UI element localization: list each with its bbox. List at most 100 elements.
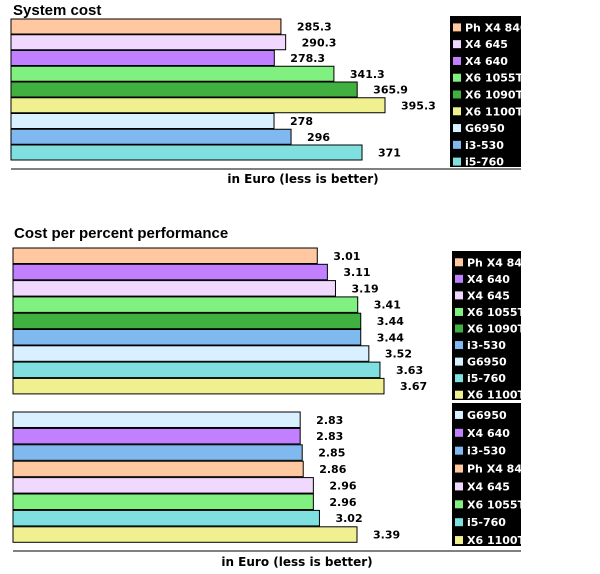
chart-1-bar-6 bbox=[10, 113, 275, 129]
chart-1-value-label-2: 278.3 bbox=[290, 52, 325, 65]
chart-2-value-label-4: 3.44 bbox=[377, 315, 404, 328]
chart-3-value-label-6: 3.02 bbox=[335, 512, 362, 525]
chart-1-value-label-4: 365.9 bbox=[373, 84, 408, 97]
chart-1-legend-swatch-4 bbox=[453, 90, 461, 99]
chart-2-legend-swatch-4 bbox=[455, 324, 463, 333]
chart-1-bar-4 bbox=[10, 81, 358, 98]
chart-3-legend-swatch-6 bbox=[455, 518, 463, 527]
chart-1-value-label-0: 285.3 bbox=[297, 21, 332, 34]
chart-2-legend-label-0: Ph X4 840 bbox=[467, 256, 530, 269]
chart-2-bar-5 bbox=[12, 329, 362, 346]
chart-1-title: System cost bbox=[13, 2, 101, 19]
chart-1-legend-swatch-1 bbox=[453, 40, 461, 49]
chart-1-bar-0 bbox=[10, 18, 282, 35]
chart-3-legend-swatch-5 bbox=[455, 500, 463, 509]
chart-2-legend-label-2: X4 645 bbox=[467, 289, 510, 302]
chart-3-legend-swatch-7 bbox=[455, 536, 463, 545]
chart-1-bar-8 bbox=[10, 144, 363, 161]
chart-1-legend-label-1: X4 645 bbox=[465, 38, 508, 51]
chart-3-legend-label-5: X6 1055T bbox=[467, 498, 526, 511]
chart-1-bar-3 bbox=[10, 65, 335, 82]
chart-2-bar-6 bbox=[12, 345, 370, 362]
chart-2-legend-swatch-2 bbox=[455, 291, 463, 300]
chart-3-bar-2 bbox=[12, 444, 303, 461]
chart-1-legend-label-7: i3-530 bbox=[465, 139, 504, 152]
chart-1-legend-label-4: X6 1090T bbox=[465, 89, 524, 102]
chart-1-legend-label-3: X6 1055T bbox=[465, 72, 524, 85]
chart-1-legend-label-0: Ph X4 840 bbox=[465, 21, 528, 34]
chart-2-bar-7 bbox=[12, 361, 381, 379]
chart-1-xlabel: in Euro (less is better) bbox=[227, 172, 378, 186]
chart-1-legend-label-5: X6 1100T bbox=[465, 105, 524, 118]
chart-1-legend-swatch-5 bbox=[453, 107, 461, 116]
chart-1-value-label-1: 290.3 bbox=[302, 36, 337, 49]
chart-2-legend-swatch-7 bbox=[455, 374, 463, 383]
chart-1-legend-swatch-6 bbox=[453, 124, 461, 133]
chart-2-bar-0 bbox=[12, 247, 318, 264]
chart-1-value-label-8: 371 bbox=[378, 147, 401, 160]
chart-2-legend-swatch-6 bbox=[455, 357, 463, 366]
chart-1-legend-swatch-3 bbox=[453, 73, 461, 82]
chart-3-value-label-3: 2.86 bbox=[319, 463, 346, 476]
chart-2-legend-label-4: X6 1090T bbox=[467, 323, 526, 336]
chart-3-value-label-4: 2.96 bbox=[329, 479, 356, 492]
chart-3-legend-label-2: i3-530 bbox=[467, 445, 506, 458]
chart-3-bar-4 bbox=[12, 477, 314, 494]
chart-2-bar-8 bbox=[12, 377, 385, 395]
chart-1-bar-1 bbox=[10, 34, 287, 51]
chart-2-legend-label-6: G6950 bbox=[467, 356, 507, 369]
chart-1-legend-swatch-0 bbox=[453, 23, 461, 32]
chart-2-value-label-0: 3.01 bbox=[333, 250, 360, 263]
chart-3-legend bbox=[452, 403, 521, 546]
chart-2-legend-swatch-1 bbox=[455, 274, 463, 283]
chart-3-bar-6 bbox=[12, 509, 320, 527]
chart-3-legend-label-1: X4 640 bbox=[467, 427, 510, 440]
chart-1-bar-7 bbox=[10, 128, 292, 145]
chart-3-value-label-5: 2.96 bbox=[329, 496, 356, 509]
chart-2-value-label-7: 3.63 bbox=[396, 364, 423, 377]
chart-2-value-label-5: 3.44 bbox=[377, 331, 404, 344]
chart-2-value-label-8: 3.67 bbox=[400, 380, 427, 393]
chart-1-legend-swatch-2 bbox=[453, 56, 461, 65]
chart-1-legend-label-2: X4 640 bbox=[465, 55, 508, 68]
chart-2-value-label-2: 3.19 bbox=[351, 282, 378, 295]
chart-2-title: Cost per percent performance bbox=[14, 225, 228, 242]
chart-3-legend-swatch-3 bbox=[455, 464, 463, 473]
chart-1-bar-5 bbox=[10, 97, 386, 114]
chart-2-legend-swatch-3 bbox=[455, 307, 463, 316]
chart-3-bar-1 bbox=[12, 427, 301, 445]
chart-1-value-label-5: 395.3 bbox=[401, 99, 436, 112]
chart-2-legend-swatch-8 bbox=[455, 390, 463, 399]
chart-3-legend-swatch-0 bbox=[455, 410, 463, 419]
chart-3-bar-5 bbox=[12, 493, 314, 510]
chart-2-value-label-1: 3.11 bbox=[343, 266, 370, 279]
chart-1-legend-swatch-7 bbox=[453, 140, 461, 149]
chart-3-legend-label-6: i5-760 bbox=[467, 516, 506, 529]
chart-1-legend-label-8: i5-760 bbox=[465, 156, 504, 169]
chart-2-bar-4 bbox=[12, 312, 362, 330]
chart-3-value-label-7: 3.39 bbox=[373, 529, 400, 542]
chart-3-bar-7 bbox=[12, 526, 358, 543]
chart-2-bar-1 bbox=[12, 263, 328, 281]
chart-2-legend-swatch-5 bbox=[455, 341, 463, 350]
chart-3-xlabel: in Euro (less is better) bbox=[221, 555, 372, 569]
chart-2-legend bbox=[452, 251, 521, 400]
chart-3-legend-label-0: G6950 bbox=[467, 409, 507, 422]
chart-3-legend-label-7: X6 1100T bbox=[467, 534, 526, 547]
chart-3-legend-swatch-4 bbox=[455, 482, 463, 491]
chart-2-bar-3 bbox=[12, 296, 359, 313]
chart-2-legend-label-3: X6 1055T bbox=[467, 306, 526, 319]
chart-2-legend-swatch-0 bbox=[455, 258, 463, 267]
chart-1-bar-2 bbox=[10, 50, 275, 66]
chart-1-value-label-6: 278 bbox=[290, 115, 313, 128]
chart-2-value-label-6: 3.52 bbox=[385, 348, 412, 361]
chart-3-bar-0 bbox=[12, 411, 301, 428]
chart-1-legend-swatch-8 bbox=[453, 157, 461, 166]
chart-3-bar-3 bbox=[12, 460, 304, 478]
chart-3-legend-label-3: Ph X4 840 bbox=[467, 463, 530, 476]
chart-2-bar-2 bbox=[12, 280, 336, 297]
chart-2-legend-label-7: i5-760 bbox=[467, 372, 506, 385]
chart-3-legend-swatch-2 bbox=[455, 446, 463, 455]
chart-2-legend-label-8: X6 1100T bbox=[467, 389, 526, 402]
